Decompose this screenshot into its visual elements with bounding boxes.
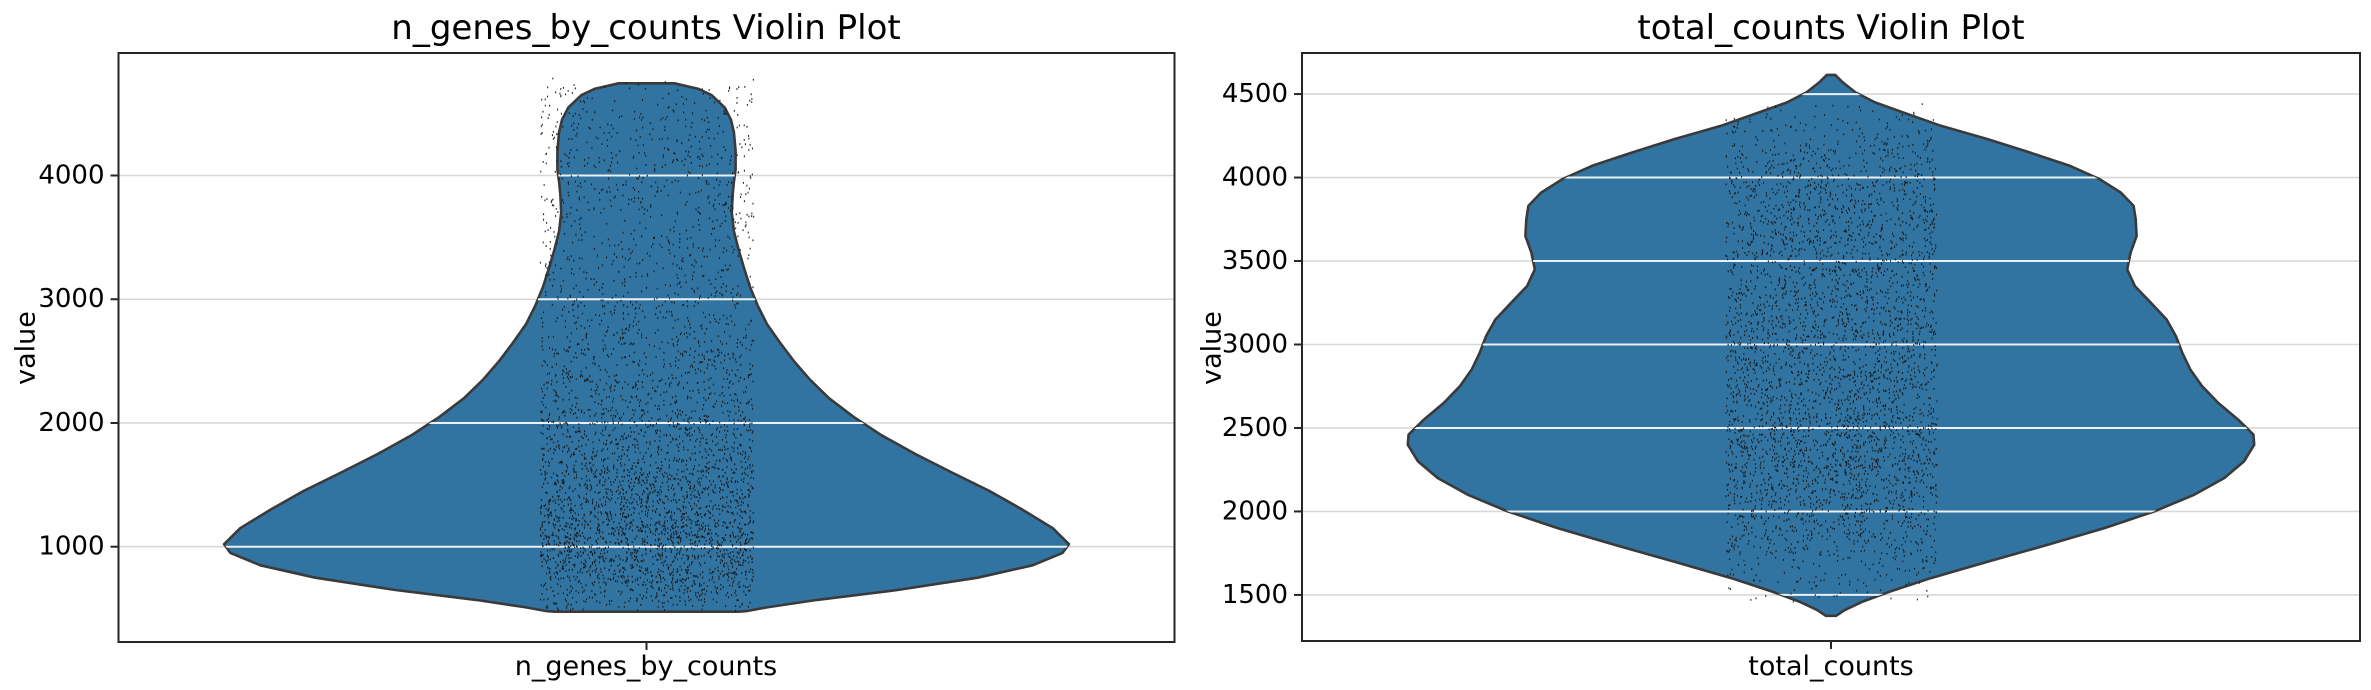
y-tick-label: 4500 [1222,79,1288,109]
left-y-axis-label: value [10,311,42,385]
right-chart-title: total_counts Violin Plot [1637,8,2025,48]
y-tick-label: 1000 [38,532,104,562]
y-tick-label: 4000 [1222,163,1288,193]
violin-chart-1: 1500 2000 2500 3000 3500 4000 4500 [1222,52,2361,649]
y-tick-label: 4000 [38,161,104,191]
jitter-points [539,77,755,612]
left-x-axis-label: n_genes_by_counts [514,651,778,682]
y-tick-label: 1500 [1222,580,1288,610]
y-tick-label: 3000 [38,284,104,314]
right-x-axis-label: total_counts [1748,651,1914,682]
y-tick-label: 2000 [1222,496,1288,526]
violin-chart-0: 1000 2000 3000 4000 [38,52,1176,650]
violin-body [222,82,1071,613]
right-y-axis-label: value [1196,311,1228,385]
y-tick-label: 3500 [1222,246,1288,276]
y-tick-label: 3000 [1222,329,1288,359]
y-tick-label: 2000 [38,408,104,438]
left-chart-title: n_genes_by_counts Violin Plot [391,8,901,48]
jitter-points [1725,103,1938,603]
y-tick-label: 2500 [1222,413,1288,443]
